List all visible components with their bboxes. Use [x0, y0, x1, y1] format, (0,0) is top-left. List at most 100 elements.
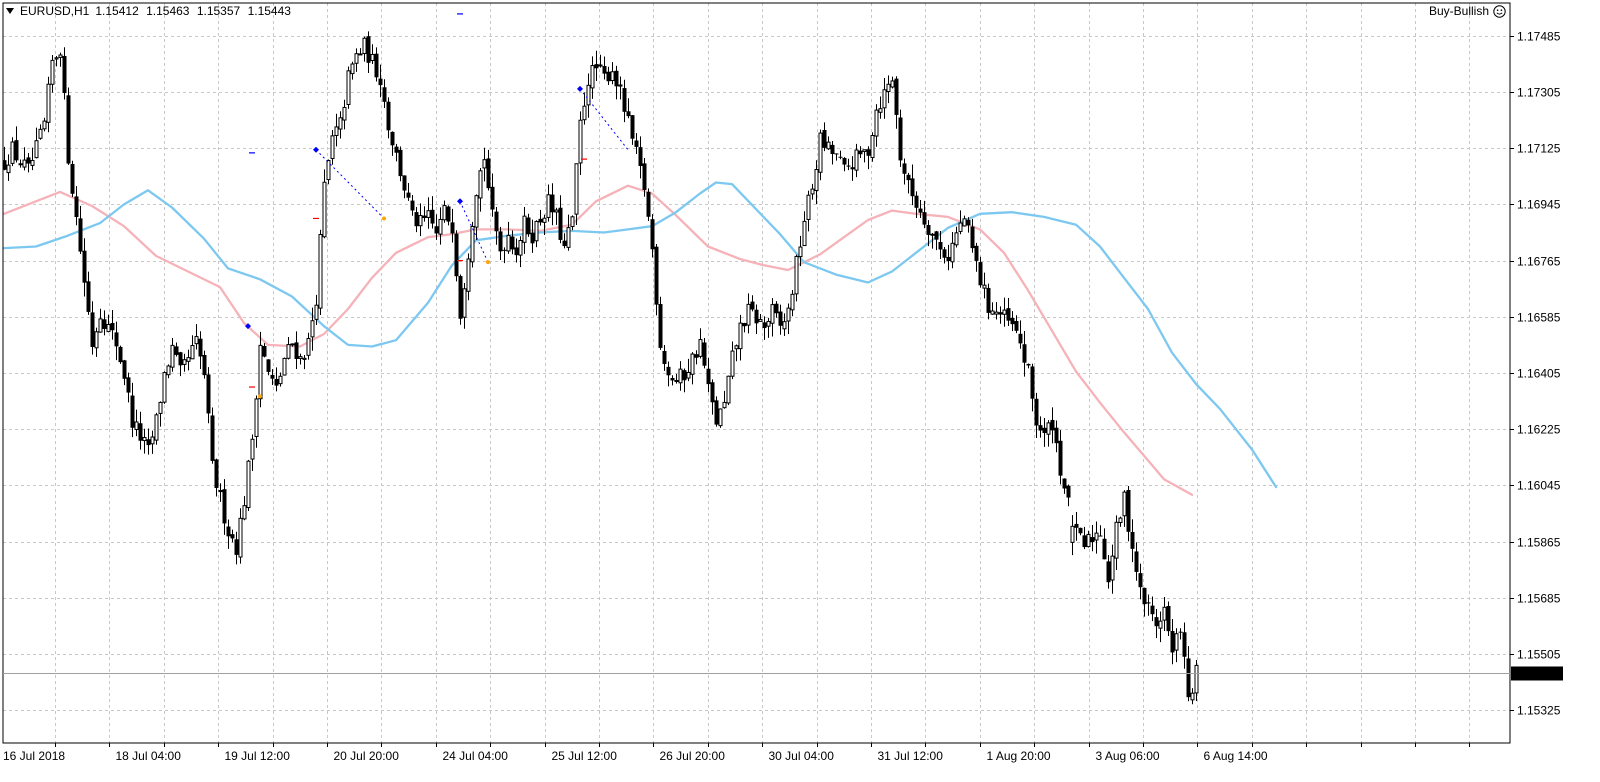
candle-body-bull [310, 320, 315, 338]
y-tick-label: 1.15865 [1517, 536, 1561, 550]
candle-body-bear [234, 539, 239, 555]
candle-body-bear [382, 87, 387, 102]
chart-menu-triangle-icon[interactable] [6, 8, 14, 14]
candle-body-bull [150, 436, 155, 445]
candle-body-bull [578, 119, 583, 164]
candle-body-bull [878, 108, 883, 113]
candle-body-bear [906, 174, 911, 181]
candle-body-bull [1122, 491, 1127, 517]
candle-body-bull [30, 159, 35, 166]
candle-body-bear [926, 225, 931, 235]
candle-body-bull [566, 227, 571, 248]
candle-body-bear [942, 249, 947, 258]
expert-advisor-label[interactable]: Buy-Bullish [1429, 4, 1506, 18]
candle-body-bull [302, 357, 307, 360]
candle-body-bear [602, 66, 607, 74]
candle-body-bull [782, 321, 787, 330]
chart-header: EURUSD,H1 1.15412 1.15463 1.15357 1.1544… [6, 4, 295, 18]
candle-body-bull [46, 83, 51, 123]
candle-body-bear [118, 346, 123, 363]
candle-body-bear [1150, 605, 1155, 615]
candle-body-bull [330, 135, 335, 160]
candle-body-bear [642, 163, 647, 190]
candle-body-bear [202, 354, 207, 376]
candle-body-bull [814, 169, 819, 191]
candle-body-bull [438, 218, 443, 235]
candle-body-bear [1106, 561, 1111, 583]
candle-body-bear [654, 246, 659, 305]
candle-body-bull [598, 64, 603, 67]
candle-body-bear [702, 342, 707, 366]
candle-body-bull [506, 234, 511, 252]
candle-body-bear [662, 350, 667, 364]
candle-body-bull [798, 246, 803, 258]
candle-body-bull [786, 307, 791, 322]
symbol-label: EURUSD,H1 [20, 4, 90, 18]
candle-body-bear [1170, 631, 1175, 653]
candle-body-bull [246, 460, 251, 509]
candle-body-bull [170, 344, 175, 368]
candle-body-bear [390, 131, 395, 146]
candle-body-bear [630, 115, 635, 139]
candle-body-bear [454, 233, 459, 277]
candle-body-bull [298, 356, 303, 359]
candle-body-bull [94, 331, 99, 349]
candle-body-bull [1086, 533, 1091, 548]
candle-body-bear [274, 378, 279, 386]
candle-body-bull [358, 53, 363, 56]
candle-body-bull [462, 288, 467, 318]
candle-body-bear [526, 217, 531, 235]
candle-body-bull [1094, 532, 1099, 541]
candle-body-bear [714, 400, 719, 425]
candle-body-bear [446, 206, 451, 222]
candle-body-bull [546, 194, 551, 218]
signal-dot [486, 260, 490, 265]
candle-body-bull [106, 323, 111, 333]
candle-body-bull [190, 345, 195, 360]
candle-body-bear [1010, 317, 1015, 325]
candle-body-bear [658, 304, 663, 348]
candle-body-bear [266, 359, 271, 372]
x-tick-label: 19 Jul 12:00 [225, 749, 291, 763]
candle-body-bear [1026, 363, 1031, 366]
candle-body-bull [158, 401, 163, 414]
candle-body-bull [746, 303, 751, 326]
candle-body-bull [34, 140, 39, 159]
candle-body-bull [950, 242, 955, 263]
candle-body-bear [422, 215, 427, 219]
candle-body-bear [122, 360, 127, 379]
candle-body-bull [290, 343, 295, 346]
candle-body-bear [914, 195, 919, 208]
candle-body-bear [14, 140, 19, 161]
candle-body-bull [42, 120, 47, 130]
y-tick-label: 1.16585 [1517, 311, 1561, 325]
candle-body-bear [842, 157, 847, 165]
candle-body-bear [650, 219, 655, 250]
candle-body-bear [774, 303, 779, 314]
candle-body-bull [698, 339, 703, 357]
candle-body-bear [490, 186, 495, 210]
candle-body-bull [338, 117, 343, 130]
candle-body-bull [994, 311, 999, 315]
y-tick-label: 1.15685 [1517, 592, 1561, 606]
candle-body-bear [550, 194, 555, 213]
candle-body-bear [934, 231, 939, 240]
candle-body-bear [606, 71, 611, 82]
candle-body-bear [78, 218, 83, 252]
candle-body-bear [1090, 537, 1095, 543]
candle-body-bull [674, 380, 679, 383]
candle-body-bull [802, 220, 807, 247]
candle-body-bear [946, 256, 951, 262]
candle-body-bull [1174, 633, 1179, 651]
signal-diamond [577, 85, 583, 92]
candle-body-bull [10, 141, 15, 164]
candle-body-bull [474, 195, 479, 228]
candle-body-bear [682, 370, 687, 381]
candle-body-bear [450, 222, 455, 234]
signal-dot [382, 216, 386, 221]
candle-body-bull [722, 401, 727, 409]
candle-body-bear [1082, 535, 1087, 548]
candle-body-bear [178, 352, 183, 366]
candle-body-bear [966, 219, 971, 226]
